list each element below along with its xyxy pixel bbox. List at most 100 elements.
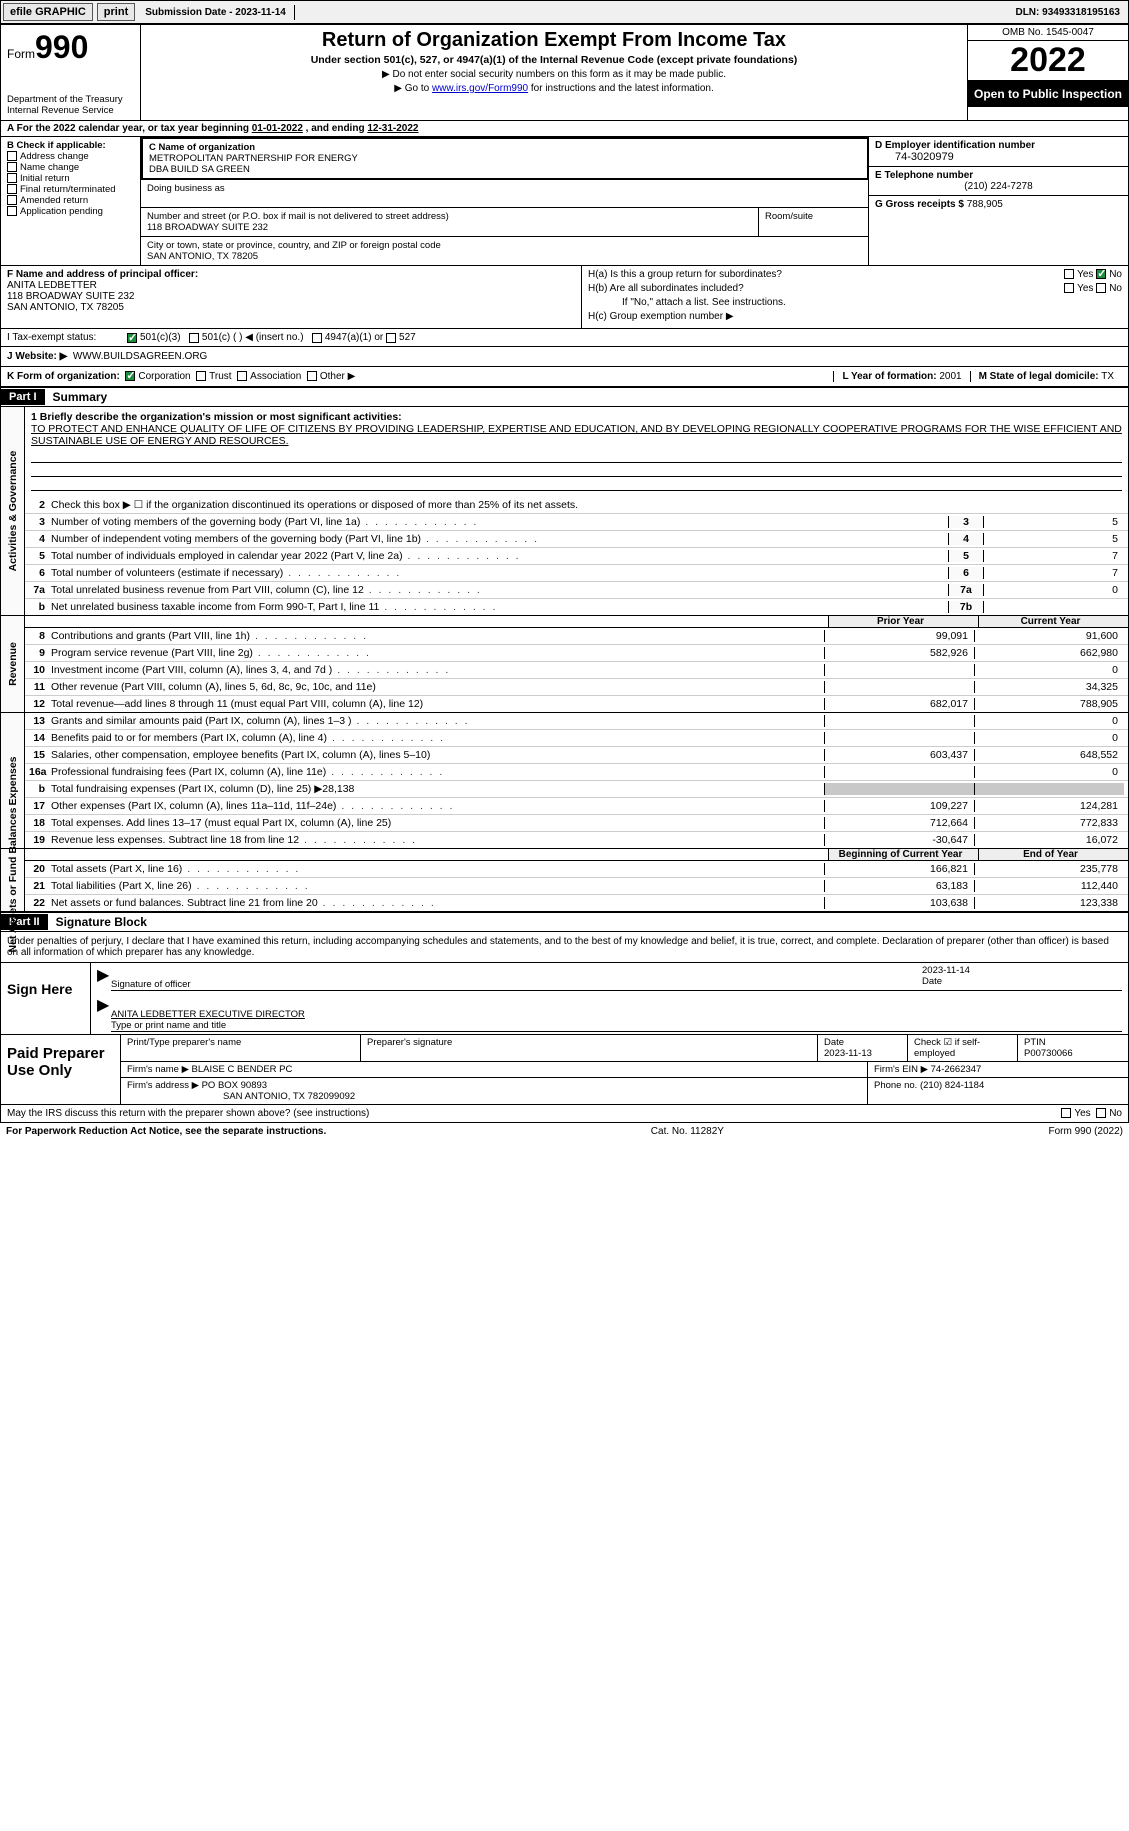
line-6: Total number of volunteers (estimate if … — [51, 567, 948, 579]
line-5: Total number of individuals employed in … — [51, 550, 948, 562]
org-name-2: DBA BUILD SA GREEN — [149, 164, 861, 175]
officer-name-line: ANITA LEDBETTER EXECUTIVE DIRECTORType o… — [111, 995, 1122, 1032]
form-subtitle: Under section 501(c), 527, or 4947(a)(1)… — [149, 54, 959, 66]
paid-preparer-label: Paid Preparer Use Only — [1, 1035, 121, 1104]
expenses-section: Expenses 13Grants and similar amounts pa… — [0, 713, 1129, 849]
current-year-hdr: Current Year — [978, 616, 1128, 627]
chk-527[interactable] — [386, 333, 396, 343]
sign-date: 2023-11-14 — [922, 965, 970, 976]
line-19: Revenue less expenses. Subtract line 18 … — [51, 834, 824, 846]
part-i-header: Part I Summary — [0, 387, 1129, 407]
line-7a: Total unrelated business revenue from Pa… — [51, 584, 948, 596]
end-year-hdr: End of Year — [978, 849, 1128, 860]
website-row: J Website: ▶ WWW.BUILDSAGREEN.ORG — [0, 347, 1129, 367]
line-4: Number of independent voting members of … — [51, 533, 948, 545]
street-label: Number and street (or P.O. box if mail i… — [147, 211, 752, 222]
city-value: SAN ANTONIO, TX 78205 — [147, 251, 862, 262]
d-ein-label: D Employer identification number — [875, 140, 1122, 151]
f-label: F Name and address of principal officer: — [7, 269, 198, 280]
year-formation: 2001 — [939, 371, 961, 382]
chk-name-change[interactable]: Name change — [20, 162, 79, 173]
chk-4947[interactable] — [312, 333, 322, 343]
form-header: Form990 Department of the Treasury Inter… — [0, 24, 1129, 121]
part-ii-header: Part II Signature Block — [0, 912, 1129, 932]
chk-amended[interactable]: Amended return — [20, 195, 88, 206]
officer-signature-line[interactable]: Signature of officer — [111, 965, 922, 991]
efile-label: efile GRAPHIC — [3, 3, 93, 21]
line-15: Salaries, other compensation, employee b… — [51, 749, 824, 761]
line-21: Total liabilities (Part X, line 26) — [51, 880, 824, 892]
vtab-expenses: Expenses — [7, 756, 19, 805]
activities-governance-section: Activities & Governance 1 Briefly descri… — [0, 407, 1129, 616]
print-button[interactable]: print — [97, 3, 135, 21]
preparer-sig-hdr: Preparer's signature — [361, 1035, 818, 1061]
dept-label: Department of the Treasury Internal Reve… — [7, 94, 134, 116]
preparer-date: 2023-11-13 — [824, 1048, 872, 1059]
hb-note: If "No," attach a list. See instructions… — [588, 297, 1122, 308]
hc-label: H(c) Group exemption number ▶ — [588, 311, 1122, 322]
line-16b: Total fundraising expenses (Part IX, col… — [51, 783, 824, 795]
firm-name: BLAISE C BENDER PC — [192, 1064, 293, 1075]
vtab-netassets: Net Assets or Fund Balances — [7, 808, 19, 953]
irs-link[interactable]: www.irs.gov/Form990 — [432, 83, 528, 94]
net-assets-section: Net Assets or Fund Balances Beginning of… — [0, 849, 1129, 912]
form-ref: Form 990 (2022) — [1049, 1126, 1123, 1137]
firm-ein: 74-2662347 — [931, 1064, 982, 1075]
hb-label: H(b) Are all subordinates included? — [588, 283, 744, 294]
line-2: Check this box ▶ ☐ if the organization d… — [51, 499, 1124, 511]
chk-association[interactable] — [237, 371, 247, 381]
firm-addr2: SAN ANTONIO, TX 782099092 — [127, 1091, 355, 1102]
firm-phone: (210) 824-1184 — [920, 1080, 984, 1091]
identity-block: B Check if applicable: Address change Na… — [0, 137, 1129, 266]
chk-trust[interactable] — [196, 371, 206, 381]
form-of-org-row: K Form of organization: Corporation Trus… — [0, 367, 1129, 387]
note-link: ▶ Go to www.irs.gov/Form990 for instruct… — [149, 83, 959, 94]
top-bar: efile GRAPHIC print Submission Date - 20… — [0, 0, 1129, 24]
chk-address-change[interactable]: Address change — [20, 151, 89, 162]
footer-line: For Paperwork Reduction Act Notice, see … — [0, 1123, 1129, 1140]
form-number: Form990 — [7, 29, 134, 66]
line-17: Other expenses (Part IX, column (A), lin… — [51, 800, 824, 812]
chk-501c[interactable] — [189, 333, 199, 343]
officer-group-block: F Name and address of principal officer:… — [0, 266, 1129, 329]
paid-preparer-block: Paid Preparer Use Only Print/Type prepar… — [0, 1035, 1129, 1105]
irs-discuss-row: May the IRS discuss this return with the… — [0, 1105, 1129, 1123]
chk-initial-return[interactable]: Initial return — [20, 173, 70, 184]
phone-value: (210) 224-7278 — [875, 181, 1122, 192]
submission-date: Submission Date - 2023-11-14 — [137, 5, 295, 20]
chk-discuss-yes[interactable] — [1061, 1108, 1071, 1118]
line-11: Other revenue (Part VIII, column (A), li… — [51, 681, 824, 693]
prior-year-hdr: Prior Year — [828, 616, 978, 627]
line-12: Total revenue—add lines 8 through 11 (mu… — [51, 698, 824, 710]
line-7b: Net unrelated business taxable income fr… — [51, 601, 948, 613]
chk-final-return[interactable]: Final return/terminated — [20, 184, 116, 195]
self-employed-check[interactable]: Check ☑ if self-employed — [908, 1035, 1018, 1061]
form-title: Return of Organization Exempt From Incom… — [149, 29, 959, 52]
chk-app-pending[interactable]: Application pending — [20, 206, 103, 217]
tax-year: 2022 — [968, 41, 1128, 81]
line-16a: Professional fundraising fees (Part IX, … — [51, 766, 824, 778]
state-domicile: TX — [1101, 371, 1114, 382]
city-label: City or town, state or province, country… — [147, 240, 862, 251]
dba-label: Doing business as — [147, 183, 862, 194]
mission-block: 1 Briefly describe the organization's mi… — [25, 407, 1128, 449]
chk-501c3[interactable] — [127, 333, 137, 343]
begin-year-hdr: Beginning of Current Year — [828, 849, 978, 860]
officer-name: ANITA LEDBETTER — [7, 280, 575, 291]
omb-number: OMB No. 1545-0047 — [968, 25, 1128, 41]
line-18: Total expenses. Add lines 13–17 (must eq… — [51, 817, 824, 829]
street-value: 118 BROADWAY SUITE 232 — [147, 222, 752, 233]
ein-value: 74-3020979 — [875, 151, 1122, 163]
chk-other[interactable] — [307, 371, 317, 381]
c-name-label: C Name of organization — [149, 142, 861, 153]
officer-addr2: SAN ANTONIO, TX 78205 — [7, 302, 575, 313]
chk-discuss-no[interactable] — [1096, 1108, 1106, 1118]
section-a-tax-year: A For the 2022 calendar year, or tax yea… — [0, 121, 1129, 137]
org-name-1: METROPOLITAN PARTNERSHIP FOR ENERGY — [149, 153, 861, 164]
line-8: Contributions and grants (Part VIII, lin… — [51, 630, 824, 642]
firm-addr1: PO BOX 90893 — [202, 1080, 267, 1091]
mission-text: TO PROTECT AND ENHANCE QUALITY OF LIFE O… — [31, 423, 1122, 447]
chk-corporation[interactable] — [125, 371, 135, 381]
line-13: Grants and similar amounts paid (Part IX… — [51, 715, 824, 727]
perjury-statement: Under penalties of perjury, I declare th… — [0, 932, 1129, 963]
